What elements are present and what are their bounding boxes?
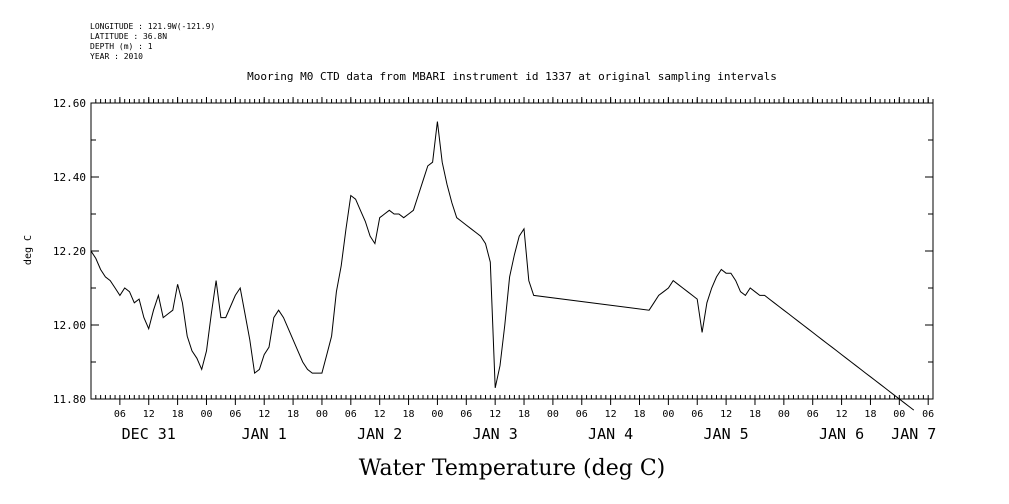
x-tick-label: 12 (605, 409, 617, 420)
x-tick-label: 18 (864, 409, 876, 420)
x-tick-label: 12 (143, 409, 155, 420)
longitude-label: LONGITUDE : 121.9W(-121.9) (90, 22, 216, 31)
x-day-label: JAN 6 (819, 425, 864, 443)
year-label: YEAR : 2010 (90, 52, 143, 61)
temperature-series-line (90, 121, 915, 411)
x-tick-label: 06 (922, 409, 934, 420)
x-day-label: JAN 5 (704, 425, 749, 443)
x-day-label: DEC 31 (122, 425, 176, 443)
x-tick-label: 18 (287, 409, 299, 420)
x-tick-label: 00 (778, 409, 790, 420)
x-day-label: JAN 7 (891, 425, 936, 443)
y-tick-label: 12.00 (53, 319, 86, 332)
y-tick-label: 12.40 (53, 171, 86, 184)
x-tick-label: 12 (258, 409, 270, 420)
x-tick-label: 00 (893, 409, 905, 420)
chart-title: Mooring M0 CTD data from MBARI instrumen… (247, 70, 777, 83)
x-tick-label: 18 (749, 409, 761, 420)
y-tick-label: 12.60 (53, 97, 86, 110)
x-tick-label: 12 (489, 409, 501, 420)
y-tick-label: 12.20 (53, 245, 86, 258)
x-day-label: JAN 4 (588, 425, 633, 443)
y-axis: 11.80 12.00 12.20 12.40 12.60 (53, 97, 933, 406)
x-tick-label: 12 (836, 409, 848, 420)
y-axis-label: deg C (23, 235, 34, 265)
x-tick-label: 06 (807, 409, 819, 420)
latitude-label: LATITUDE : 36.8N (90, 32, 168, 41)
x-day-label: JAN 3 (473, 425, 518, 443)
x-tick-label: 18 (633, 409, 645, 420)
x-tick-label: 00 (316, 409, 328, 420)
x-tick-label: 00 (431, 409, 443, 420)
x-tick-label: 12 (374, 409, 386, 420)
x-tick-label: 06 (691, 409, 703, 420)
x-tick-label: 06 (576, 409, 588, 420)
x-tick-label: 00 (547, 409, 559, 420)
x-axis: 06 12 18 00 06 12 18 00 06 12 18 00 06 12 18 00 06 12 18 00… (95, 97, 936, 443)
plot-frame (90, 102, 934, 400)
metadata-block: LONGITUDE : 121.9W(-121.9) LATITUDE : 36… (90, 22, 215, 62)
depth-label: DEPTH (m) : 1 (90, 42, 153, 51)
x-tick-label: 06 (345, 409, 357, 420)
x-tick-label: 00 (200, 409, 212, 420)
x-tick-label: 06 (114, 409, 126, 420)
x-tick-label: 18 (403, 409, 415, 420)
x-axis-label: Water Temperature (deg C) (359, 456, 666, 481)
x-tick-label: 18 (172, 409, 184, 420)
y-tick-label: 11.80 (53, 393, 86, 406)
x-tick-label: 06 (460, 409, 472, 420)
x-tick-label: 00 (662, 409, 674, 420)
x-tick-label: 06 (229, 409, 241, 420)
x-day-label: JAN 1 (242, 425, 287, 443)
series-group (90, 121, 915, 411)
x-day-label: JAN 2 (357, 425, 402, 443)
x-tick-label: 12 (720, 409, 732, 420)
x-tick-label: 18 (518, 409, 530, 420)
